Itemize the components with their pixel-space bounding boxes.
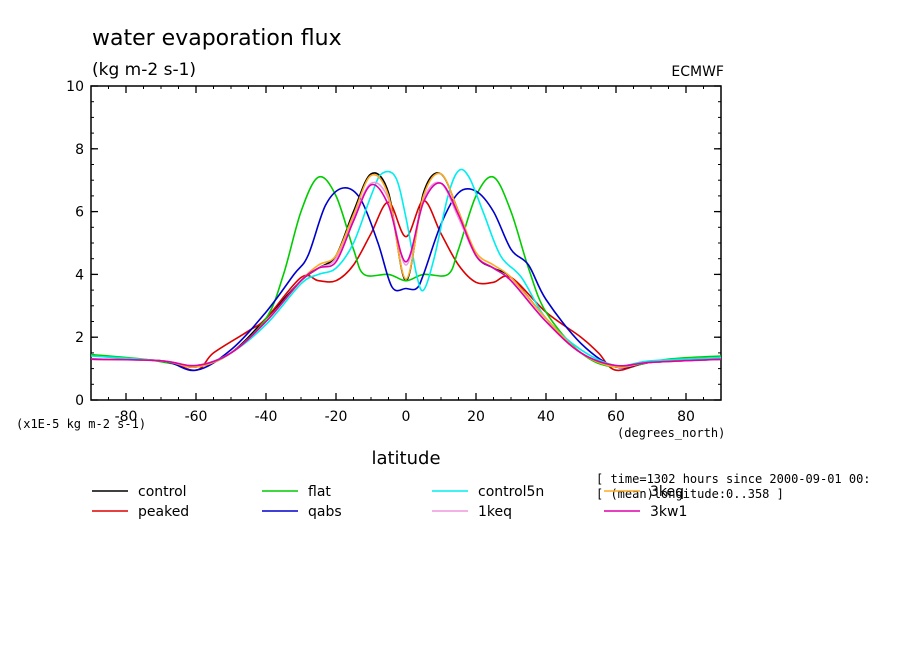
legend-item-qabs: qabs xyxy=(262,504,342,520)
major-ticks xyxy=(91,85,721,401)
x-tick-label: 20 xyxy=(467,409,485,425)
plot-frame xyxy=(90,85,722,401)
legend-label: 3keq xyxy=(650,484,684,500)
minor-ticks xyxy=(90,85,722,401)
chart-units: (kg m-2 s-1) xyxy=(92,60,196,80)
y-tick-label: 10 xyxy=(66,79,84,95)
y-tick-label: 4 xyxy=(75,267,84,283)
x-tick-label: 80 xyxy=(677,409,695,425)
series-line-3keq xyxy=(91,172,721,369)
legend-item-peaked: peaked xyxy=(92,504,189,520)
x-tick-label: -80 xyxy=(115,409,138,425)
series-line-1keq xyxy=(91,181,721,367)
y-tick-label: 2 xyxy=(75,330,84,346)
y-scale-label: (x1E-5 kg m-2 s-1) xyxy=(16,417,146,431)
legend-label: control xyxy=(138,484,187,500)
tick-labels: -80 -60 -40 -20 0 20 40 60 80 0 2 4 6 8 10 xyxy=(66,79,695,425)
x-tick-label: -60 xyxy=(185,409,208,425)
series-line-flat xyxy=(91,175,721,368)
legend-item-3kw1: 3kw1 xyxy=(604,504,687,520)
series-lines xyxy=(91,168,721,372)
series-line-qabs xyxy=(91,187,721,372)
legend-item-control: control xyxy=(92,484,187,500)
legend-label: 3kw1 xyxy=(650,504,687,520)
legend: control peaked flat qabs control5n 1keq 3keq 3k… xyxy=(92,484,687,520)
x-units-label: (degrees_north) xyxy=(617,426,725,440)
x-tick-label: 0 xyxy=(402,409,411,425)
legend-label: control5n xyxy=(478,484,544,500)
y-tick-label: 8 xyxy=(75,142,84,158)
legend-item-flat: flat xyxy=(262,484,331,500)
x-tick-label: -40 xyxy=(255,409,278,425)
x-tick-label: -20 xyxy=(325,409,348,425)
info-line-time: [ time=1302 hours since 2000-09-01 00: xyxy=(596,472,871,486)
series-line-3kw1 xyxy=(91,182,721,367)
y-tick-label: 6 xyxy=(75,205,84,221)
series-line-control5n xyxy=(91,168,721,367)
legend-label: flat xyxy=(308,484,331,500)
legend-item-1keq: 1keq xyxy=(432,504,512,520)
legend-label: peaked xyxy=(138,504,189,520)
legend-label: 1keq xyxy=(478,504,512,520)
legend-label: qabs xyxy=(308,504,342,520)
legend-item-3keq: 3keq xyxy=(604,484,684,500)
series-line-control xyxy=(91,172,721,369)
legend-item-control5n: control5n xyxy=(432,484,544,500)
x-tick-label: 60 xyxy=(607,409,625,425)
info-line-longitude: [ (mean)longitude:0..358 ] xyxy=(596,487,784,501)
chart-title: water evaporation flux xyxy=(92,26,342,51)
chart-source-label: ECMWF xyxy=(671,64,724,80)
series-line-peaked xyxy=(91,199,721,372)
x-tick-label: 40 xyxy=(537,409,555,425)
x-axis-label: latitude xyxy=(371,448,440,469)
y-tick-label: 0 xyxy=(75,393,84,409)
